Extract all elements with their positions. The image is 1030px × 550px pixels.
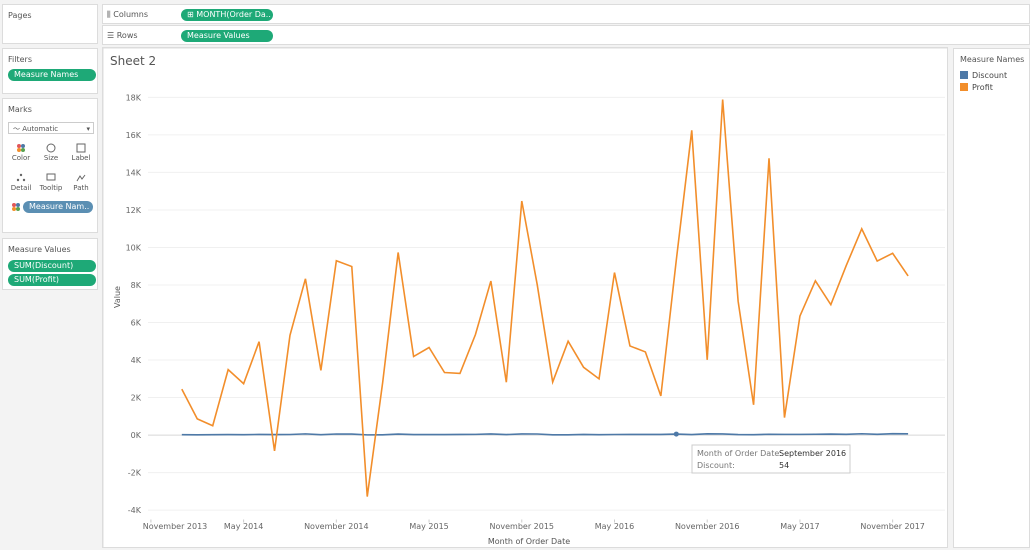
tooltip-label: Month of Order Date:: [697, 449, 782, 458]
label-card[interactable]: Label: [68, 141, 94, 167]
rows-pill[interactable]: Measure Values: [181, 30, 273, 42]
measure-values-card: Measure Values SUM(Discount) SUM(Profit): [2, 238, 98, 290]
legend-swatch: [960, 83, 968, 91]
card-label: Tooltip: [39, 184, 63, 192]
y-tick-label: 14K: [126, 168, 142, 177]
tooltip-label: Discount:: [697, 461, 735, 470]
legend-item[interactable]: Profit: [960, 81, 1007, 93]
y-tick-label: 16K: [126, 131, 142, 140]
y-tick-label: 10K: [126, 243, 142, 252]
card-label: Path: [73, 184, 89, 192]
pages-shelf: Pages: [2, 4, 98, 44]
legend-label: Discount: [972, 70, 1008, 80]
color-icon: [12, 203, 20, 211]
x-tick-label: November 2016: [675, 522, 740, 531]
y-tick-label: -4K: [128, 506, 142, 515]
hover-point: [673, 431, 679, 437]
path-card[interactable]: Path: [68, 171, 94, 197]
columns-pill-text: MONTH(Order Da..: [196, 10, 271, 19]
x-tick-label: May 2016: [595, 522, 634, 531]
size-card[interactable]: Size: [38, 141, 64, 167]
tooltip-value: 54: [779, 461, 789, 470]
y-tick-label: 0K: [131, 431, 142, 440]
legend-title: Measure Names: [960, 55, 1025, 64]
legend-swatch: [960, 71, 968, 79]
legend-panel: Measure Names Discount Profit: [953, 48, 1030, 548]
y-tick-label: 8K: [131, 281, 142, 290]
columns-shelf[interactable]: ⫼ Columns ⊞ MONTH(Order Da..: [102, 4, 1030, 24]
detail-card[interactable]: Detail: [8, 171, 34, 197]
x-tick-label: November 2013: [143, 522, 208, 531]
y-tick-label: 2K: [131, 394, 142, 403]
legend-item[interactable]: Discount: [960, 69, 1007, 81]
legend-items: Discount Profit: [960, 69, 1007, 93]
tooltip-value: September 2016: [779, 449, 846, 458]
rows-label: ☰ Rows: [107, 31, 138, 40]
card-label: Label: [71, 154, 91, 162]
columns-pill[interactable]: ⊞ MONTH(Order Da..: [181, 9, 273, 21]
tooltip-card[interactable]: Tooltip: [38, 171, 64, 197]
y-tick-label: 4K: [131, 356, 142, 365]
measure-values-title: Measure Values: [8, 245, 71, 254]
x-tick-label: May 2015: [409, 522, 448, 531]
x-tick-label: November 2015: [490, 522, 555, 531]
y-tick-label: 12K: [126, 206, 142, 215]
card-label: Detail: [10, 184, 32, 192]
y-tick-label: -2K: [128, 469, 142, 478]
pages-title: Pages: [8, 11, 32, 20]
mark-type: Automatic: [22, 125, 59, 133]
mark-type-dropdown[interactable]: 〜 Automatic ▾: [8, 122, 94, 134]
tooltip: Month of Order Date:September 2016 Discou…: [691, 444, 851, 474]
color-card[interactable]: Color: [8, 141, 34, 167]
tooltip-box: [691, 444, 851, 474]
card-label: Color: [11, 154, 31, 162]
y-tick-label: 18K: [126, 93, 142, 102]
marks-title: Marks: [8, 105, 32, 114]
filters-shelf: Filters Measure Names: [2, 48, 98, 94]
rows-text: Rows: [116, 31, 138, 40]
rows-shelf[interactable]: ☰ Rows Measure Values: [102, 25, 1030, 45]
x-tick-label: May 2014: [224, 522, 263, 531]
y-tick-label: 6K: [131, 319, 142, 328]
y-axis-title: Value: [113, 286, 122, 308]
measure-pill[interactable]: SUM(Discount): [8, 260, 96, 272]
chart-title: Sheet 2: [110, 54, 156, 68]
filter-pill[interactable]: Measure Names: [8, 69, 96, 81]
series-line: [181, 99, 909, 497]
card-label: Size: [43, 154, 59, 162]
filters-title: Filters: [8, 55, 32, 64]
x-tick-label: May 2017: [780, 522, 819, 531]
series-line: [181, 432, 909, 436]
marks-card: Marks 〜 Automatic ▾ Color Size Label Deta…: [2, 98, 98, 233]
columns-text: Columns: [113, 10, 149, 19]
x-tick-label: November 2014: [304, 522, 369, 531]
measure-pill[interactable]: SUM(Profit): [8, 274, 96, 286]
x-tick-label: November 2017: [860, 522, 925, 531]
chart: Sheet 2 Value Month of Order Date -4K -2K…: [102, 47, 948, 548]
legend-label: Profit: [972, 82, 993, 92]
marks-pill[interactable]: Measure Nam..: [23, 201, 93, 213]
x-axis-title: Month of Order Date: [488, 537, 570, 546]
columns-label: ⫼ Columns: [107, 10, 149, 19]
